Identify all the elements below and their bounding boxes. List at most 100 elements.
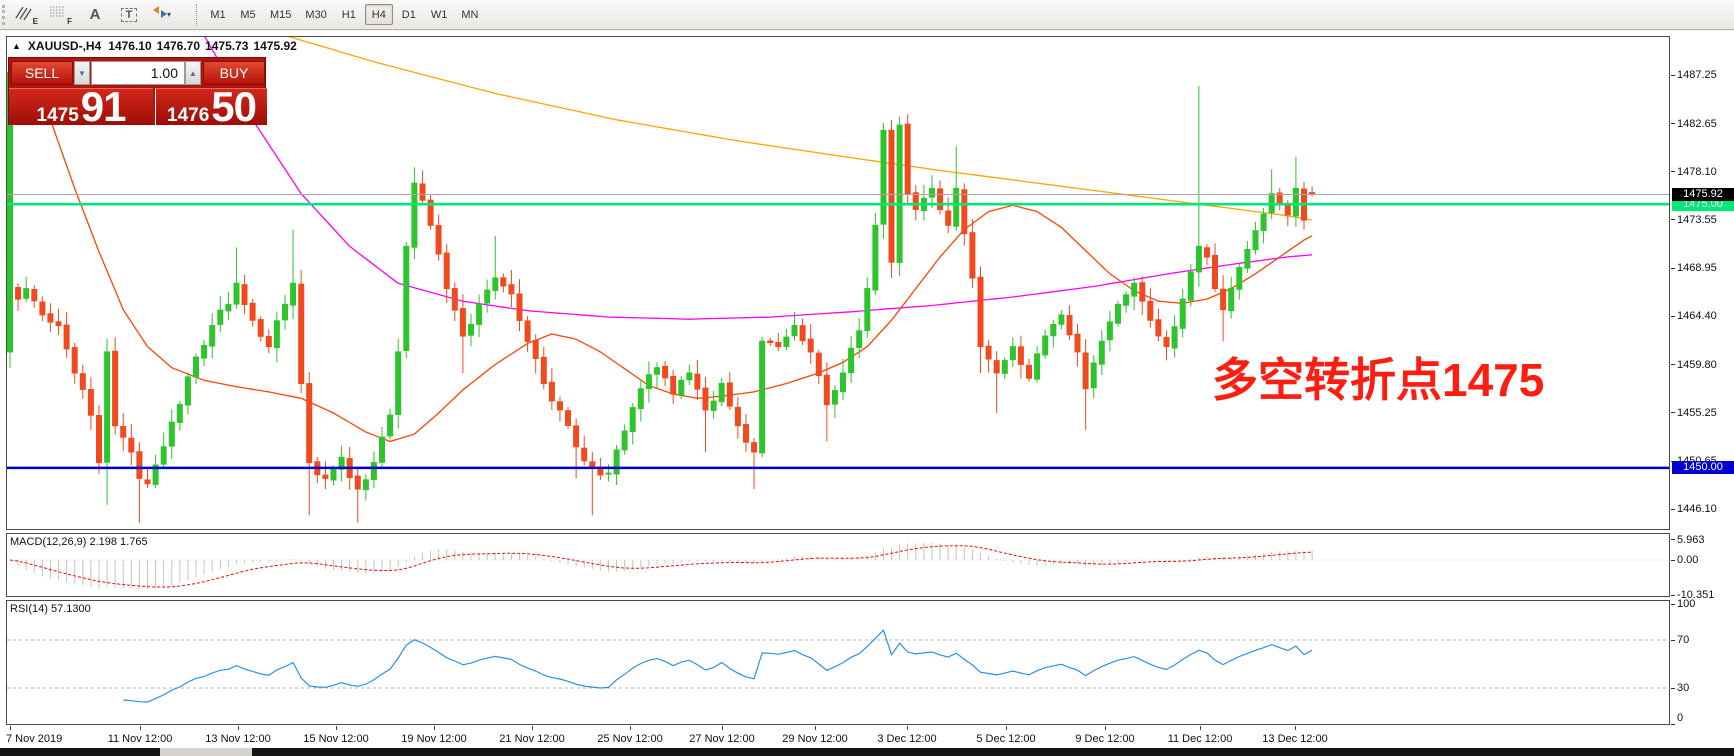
cycle-arrows-icon[interactable]: ▾ [149, 3, 187, 27]
macd-axis-label: 5.963 [1677, 533, 1705, 546]
ohlc-high: 1476.70 [156, 39, 201, 53]
timeframe-w1[interactable]: W1 [430, 8, 448, 21]
rsi-panel[interactable] [6, 600, 1670, 725]
candle [548, 381, 555, 402]
candle [969, 232, 976, 279]
volume-input[interactable]: 1.00 [91, 61, 185, 85]
candle [225, 303, 232, 312]
candle [379, 436, 385, 463]
time-axis-label: 11 Dec 12:00 [1167, 733, 1233, 745]
candle [298, 283, 305, 385]
candle [451, 288, 458, 311]
candle [96, 415, 102, 464]
timeframe-m15[interactable]: M15 [270, 8, 292, 21]
sell-button[interactable]: SELL [11, 61, 73, 85]
price-tick [1671, 364, 1675, 365]
price-tick-label: 1482.65 [1677, 117, 1717, 130]
current-price-tag: 1475.92 [1672, 188, 1734, 201]
rsi-tick [1671, 639, 1675, 641]
candle [953, 187, 960, 227]
time-axis-label: 13 Dec 12:00 [1262, 733, 1328, 745]
candle [39, 301, 46, 316]
candle [193, 356, 199, 378]
toolbar: E F A T ▾ M1 M5 M15 M30 H1 H4 D1 W1 MN [0, 0, 1734, 30]
text-label-icon[interactable]: A [89, 6, 101, 23]
timeframe-h4[interactable]: H4 [364, 4, 393, 25]
buy-button[interactable]: BUY [203, 61, 265, 85]
candle [1017, 346, 1024, 365]
time-tick [140, 726, 141, 730]
main-chart-panel[interactable] [6, 36, 1670, 530]
buy-price-display[interactable]: 1476 50 [155, 83, 267, 130]
timeframe-m30[interactable]: M30 [305, 8, 327, 21]
candle [823, 374, 830, 406]
candle [759, 340, 766, 454]
timeframe-m1[interactable]: M1 [210, 8, 226, 21]
macd-axis-label: -10.351 [1677, 589, 1715, 602]
candle [1058, 314, 1065, 325]
candle [338, 456, 345, 470]
buy-price-big: 50 [211, 83, 257, 130]
volume-decrease-button[interactable]: ▼ [74, 61, 90, 85]
candlestick-chart[interactable] [7, 37, 1669, 529]
grid-f-icon[interactable]: F [47, 3, 75, 27]
candle [726, 382, 733, 407]
candle [532, 340, 539, 360]
timeframe-h1[interactable]: H1 [341, 8, 356, 21]
macd-panel[interactable] [6, 533, 1670, 597]
candle [484, 289, 491, 304]
candle [257, 319, 264, 337]
candle [1212, 254, 1218, 290]
candle [848, 347, 855, 374]
candle [128, 437, 135, 453]
candle [670, 376, 677, 395]
time-tick [336, 726, 337, 730]
toolbar-drag-handle[interactable] [2, 4, 6, 25]
text-box-icon[interactable]: T [115, 3, 143, 27]
candle [15, 287, 22, 300]
candle [581, 447, 588, 462]
candle [985, 345, 992, 360]
candle [476, 303, 483, 325]
candle [613, 449, 620, 475]
buy-price-small: 1476 [167, 105, 210, 126]
rsi-label: RSI(14) 57.1300 [10, 603, 91, 615]
candle [55, 321, 62, 326]
hatch-e-icon[interactable]: E [13, 3, 41, 27]
macd-axis-label: 0.00 [1677, 554, 1699, 566]
candle [751, 442, 758, 453]
candle [63, 324, 70, 350]
volume-increase-button[interactable]: ▲ [185, 61, 201, 85]
candle [1147, 300, 1154, 321]
candle [241, 284, 248, 306]
candle [929, 187, 935, 198]
rsi-axis-label: 0 [1677, 712, 1684, 724]
candle [1050, 324, 1057, 337]
candle [1106, 321, 1113, 341]
candle [435, 225, 442, 255]
candle [1187, 271, 1194, 301]
candle [807, 338, 814, 353]
candle [209, 325, 216, 347]
candle [370, 462, 377, 481]
timeframe-d1[interactable]: D1 [401, 8, 416, 21]
collapse-arrow-icon[interactable]: ▲ [12, 41, 21, 51]
candle [1171, 326, 1178, 349]
price-tick-label: 1459.80 [1677, 358, 1717, 371]
candle [290, 282, 297, 306]
candle [120, 426, 127, 438]
sell-price-display[interactable]: 1475 91 [9, 86, 153, 128]
price-tick-label: 1487.25 [1677, 69, 1717, 81]
candle [468, 323, 474, 336]
timeframe-mn[interactable]: MN [461, 8, 479, 21]
candle [605, 472, 612, 475]
ohlc-close: 1475.92 [253, 39, 297, 53]
candle [880, 129, 887, 225]
time-tick [10, 726, 11, 730]
candle [427, 199, 434, 226]
candle [1260, 213, 1267, 232]
ohlc-open: 1476.10 [108, 39, 152, 53]
timeframe-m5[interactable]: M5 [240, 8, 256, 21]
price-tick [1671, 219, 1675, 220]
time-axis-label: 9 Dec 12:00 [1075, 733, 1135, 745]
